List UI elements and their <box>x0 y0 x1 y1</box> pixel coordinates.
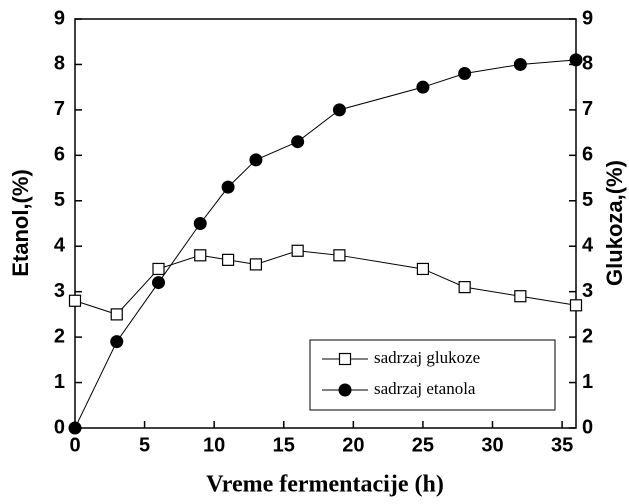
y-tick-label: 3 <box>54 280 65 302</box>
data-point <box>291 244 304 257</box>
data-point <box>416 80 430 94</box>
y-tick-label: 7 <box>54 98 65 120</box>
legend-label: sadrzaj glukoze <box>374 348 480 367</box>
x-tick-label: 5 <box>139 434 150 456</box>
data-point <box>513 57 527 71</box>
y2-tick-label: 2 <box>582 325 593 347</box>
data-point <box>569 299 583 312</box>
y2-tick-label: 5 <box>582 189 593 211</box>
y2-tick-label: 8 <box>582 53 593 75</box>
data-point <box>152 276 165 290</box>
y2-tick-label: 3 <box>582 280 593 302</box>
data-point <box>110 308 123 321</box>
y-tick-label: 8 <box>54 53 65 75</box>
y2-tick-label: 6 <box>582 144 593 166</box>
data-point <box>249 258 263 271</box>
y2-tick-label: 9 <box>582 7 593 29</box>
y-tick-label: 6 <box>54 144 65 166</box>
y2-tick-label: 4 <box>582 235 594 257</box>
data-point <box>194 249 207 262</box>
y-axis-label: Etanol,(%) <box>8 169 33 277</box>
y-tick-label: 0 <box>54 416 65 438</box>
series-line <box>74 59 577 429</box>
data-point <box>416 262 430 276</box>
data-point <box>458 67 472 81</box>
y2-axis-label: Glukoza,(%) <box>602 160 627 286</box>
data-point <box>68 294 82 307</box>
data-point <box>291 135 305 149</box>
data-point <box>333 249 346 262</box>
data-point <box>514 290 527 303</box>
series-line <box>74 250 577 315</box>
data-point <box>68 421 82 435</box>
data-point <box>193 217 207 230</box>
data-point <box>458 281 471 294</box>
data-point <box>332 103 346 117</box>
y2-tick-label: 7 <box>582 98 593 120</box>
data-point <box>569 53 583 67</box>
x-tick-label: 25 <box>412 434 434 456</box>
data-point <box>221 253 235 266</box>
x-tick-label: 10 <box>203 434 225 456</box>
y-tick-label: 5 <box>54 189 65 211</box>
y2-tick-label: 1 <box>582 371 593 393</box>
x-tick-label: 35 <box>551 434 573 456</box>
x-tick-label: 20 <box>342 434 364 456</box>
data-point <box>221 180 235 194</box>
y-tick-label: 9 <box>54 7 65 29</box>
x-tick-label: 0 <box>69 434 80 456</box>
y-tick-label: 4 <box>54 235 66 257</box>
data-point <box>110 335 124 349</box>
legend-box <box>309 339 556 411</box>
x-tick-label: 30 <box>481 434 503 456</box>
data-point <box>249 153 263 167</box>
y2-tick-label: 0 <box>582 416 593 438</box>
legend-label: sadrzaj etanola <box>374 379 476 398</box>
x-axis-label: Vreme fermentacije (h) <box>206 472 444 498</box>
legend-marker <box>338 352 352 366</box>
legend-marker <box>338 383 352 397</box>
x-tick-label: 15 <box>273 434 295 456</box>
data-point <box>152 262 165 276</box>
y-tick-label: 2 <box>54 325 65 347</box>
plot-frame <box>74 18 577 429</box>
y-tick-label: 1 <box>54 371 65 393</box>
